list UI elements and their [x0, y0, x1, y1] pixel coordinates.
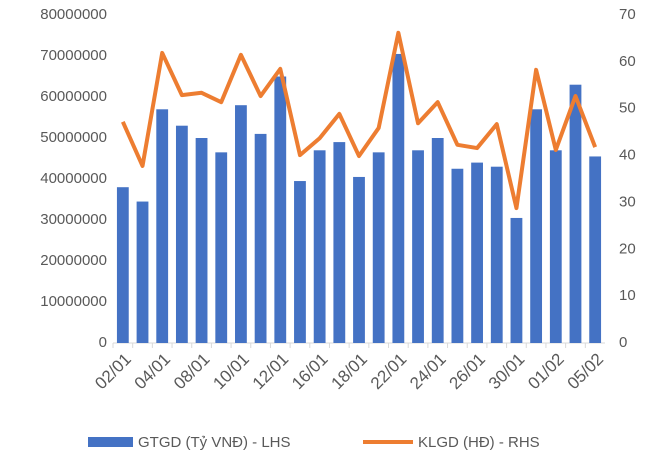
y2-tick-label: 0 — [619, 334, 627, 351]
bar — [294, 181, 306, 343]
bar — [116, 187, 129, 343]
x-tick-label: 02/01 — [91, 350, 135, 394]
y2-tick-label: 50 — [619, 100, 636, 117]
y2-tick-label: 70 — [619, 6, 636, 23]
x-tick-label: 16/01 — [288, 350, 332, 394]
bar — [530, 109, 543, 343]
bar — [589, 156, 602, 343]
y-tick-label: 0 — [99, 334, 107, 351]
bar — [412, 150, 424, 343]
y-tick-label: 50000000 — [40, 129, 107, 146]
x-tick-label: 10/01 — [209, 350, 253, 394]
y2-tick-label: 30 — [619, 193, 636, 210]
bar — [235, 105, 247, 343]
bar — [569, 84, 582, 343]
y2-tick-label: 60 — [619, 53, 636, 70]
bar — [156, 109, 169, 343]
y2-tick-label: 40 — [619, 147, 636, 164]
bar — [510, 217, 523, 343]
y-tick-label: 20000000 — [40, 252, 107, 269]
bar — [471, 162, 483, 343]
legend-swatch — [88, 437, 133, 447]
y2-tick-label: 10 — [619, 287, 636, 304]
bar — [195, 138, 208, 343]
y-tick-label: 60000000 — [40, 88, 107, 105]
bar — [313, 150, 326, 343]
x-tick-label: 04/01 — [131, 350, 175, 394]
x-tick-label: 24/01 — [406, 350, 450, 394]
bar — [215, 152, 228, 343]
bar — [274, 76, 287, 343]
legend-label: KLGD (HĐ) - RHS — [418, 434, 540, 451]
bar — [175, 125, 188, 343]
x-tick-label: 01/02 — [524, 350, 568, 394]
y-tick-label: 40000000 — [40, 170, 107, 187]
x-tick-label: 22/01 — [367, 350, 411, 394]
bar — [490, 166, 503, 343]
bar — [136, 201, 149, 343]
bar — [549, 150, 562, 343]
bar — [353, 176, 365, 343]
bar — [254, 133, 267, 343]
bar — [431, 138, 444, 343]
y-tick-label: 30000000 — [40, 211, 107, 228]
bar — [372, 152, 385, 343]
bar — [451, 168, 464, 343]
x-tick-label: 30/01 — [485, 350, 529, 394]
x-tick-label: 26/01 — [446, 350, 490, 394]
x-tick-label: 08/01 — [170, 350, 214, 394]
y-tick-label: 70000000 — [40, 47, 107, 64]
x-tick-label: 18/01 — [327, 350, 371, 394]
y2-tick-label: 20 — [619, 240, 636, 257]
line — [121, 30, 598, 211]
x-tick-label: 12/01 — [249, 350, 293, 394]
bar — [392, 53, 405, 343]
x-tick-label: 05/02 — [564, 350, 608, 394]
y-tick-label: 80000000 — [40, 6, 107, 23]
legend-label: GTGD (Tỷ VNĐ) - LHS — [138, 434, 291, 451]
bar — [333, 142, 346, 343]
y-tick-label: 10000000 — [40, 293, 107, 310]
